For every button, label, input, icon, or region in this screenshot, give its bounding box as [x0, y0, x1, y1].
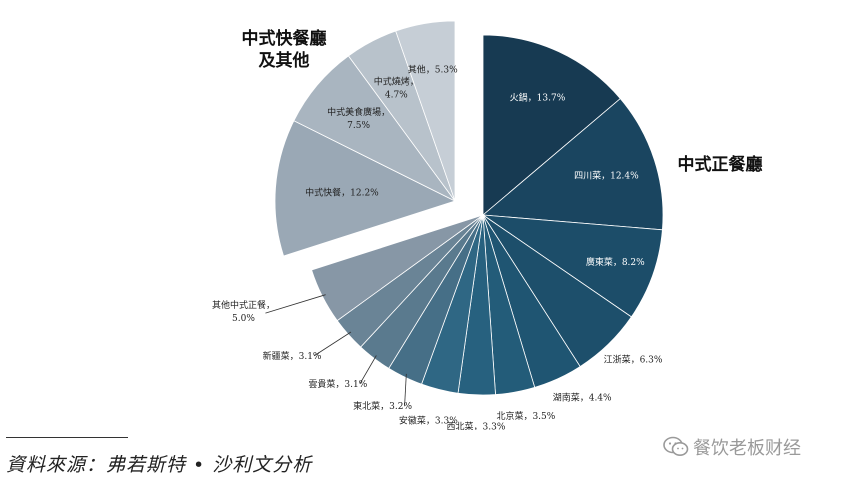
- group-label: 中式快餐廳及其他: [242, 28, 327, 71]
- leader-line: [313, 331, 352, 357]
- slice-label: 西北菜，3.3%: [447, 420, 506, 430]
- slice-label: 江浙菜，6.3%: [604, 353, 663, 365]
- slice-label: 北京菜，3.5%: [496, 410, 555, 422]
- pie-chart: 火鍋，13.7% 四川菜，12.4% 廣東菜，8.2% 江浙菜，6.3% 湖南菜，4.4…: [212, 20, 763, 430]
- slice-label: 中式燒烤， 4.7%: [374, 76, 419, 101]
- slice-labels: 火鍋，13.7% 四川菜，12.4% 廣東菜，8.2% 江浙菜，6.3% 湖南菜，4.4…: [212, 64, 663, 430]
- pie-slice: [481, 214, 663, 318]
- slice-label: 其他，5.3%: [408, 64, 458, 76]
- pie-slice: [482, 34, 621, 216]
- pie-slice: [482, 98, 664, 231]
- source-note: 資料來源：弗若斯特 • 沙利文分析: [6, 454, 313, 476]
- slice-label: 火鍋，13.7%: [510, 91, 566, 103]
- watermark: 餐饮老板财经: [663, 434, 801, 460]
- leader-lines: [265, 294, 407, 407]
- slice-label: 雲貴菜，3.1%: [308, 378, 367, 390]
- leader-line: [404, 373, 407, 407]
- group-labels: 中式正餐廳 中式快餐廳及其他: [242, 28, 763, 175]
- pie-slice: [395, 20, 456, 202]
- leader-line: [359, 355, 377, 385]
- slice-label: 廣東菜，8.2%: [586, 256, 645, 268]
- group-label: 中式正餐廳: [678, 154, 763, 175]
- slice-label: 新疆菜，3.1%: [263, 350, 322, 362]
- slice-label: 湖南菜，4.4%: [553, 392, 612, 404]
- source-divider: [6, 437, 128, 438]
- wechat-icon: [663, 436, 689, 456]
- slice-label: 中式快餐，12.2%: [305, 186, 379, 198]
- slice-label: 東北菜，3.2%: [353, 400, 412, 412]
- slice-label: 安徽菜，3.3%: [399, 415, 458, 427]
- slice-label: 四川菜，12.4%: [574, 169, 639, 181]
- slice-label: 其他中式正餐， 5.0%: [212, 299, 275, 324]
- watermark-text: 餐饮老板财经: [693, 438, 801, 459]
- pie-slices: [274, 20, 664, 396]
- slice-label: 中式美食廣場， 7.5%: [327, 106, 390, 131]
- leader-line: [265, 294, 326, 314]
- pie-slice: [274, 120, 457, 257]
- pie-slice: [311, 214, 484, 322]
